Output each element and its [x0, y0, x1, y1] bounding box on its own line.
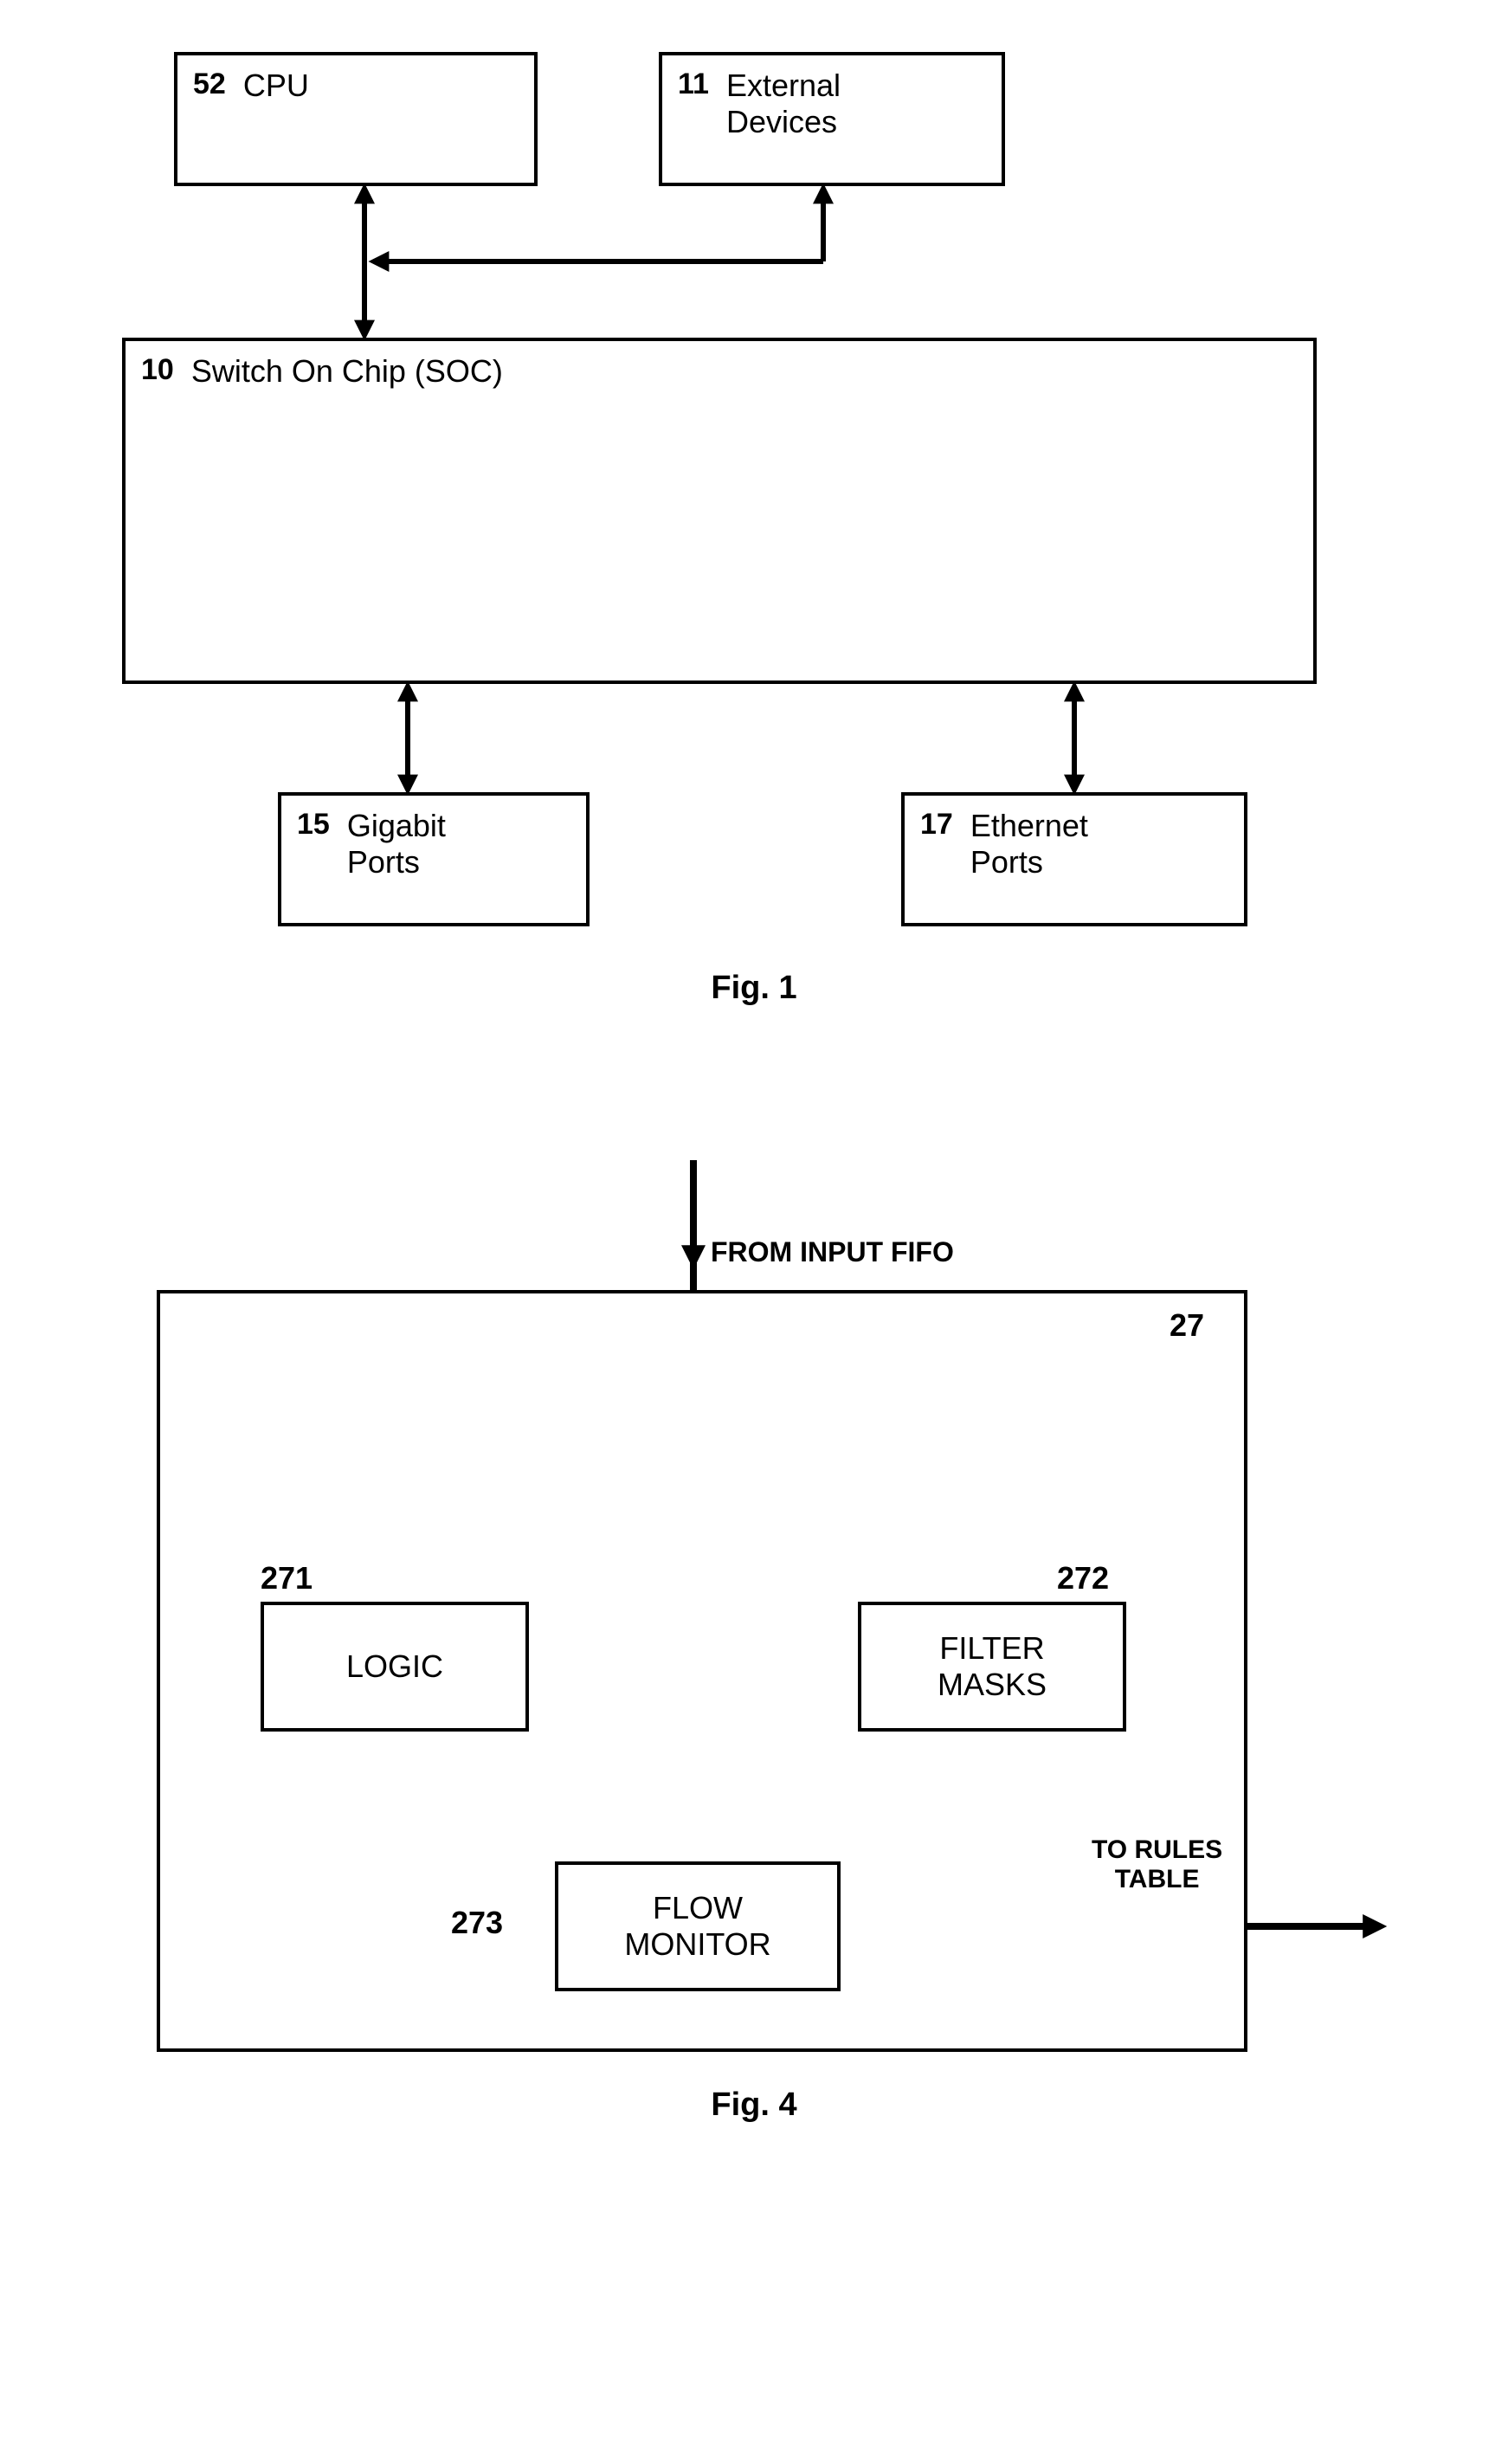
box-number: 52: [193, 68, 226, 101]
box-label: Ethernet Ports: [970, 808, 1088, 880]
box-number: 272: [1057, 1560, 1109, 1596]
diagram-box: 11 External Devices: [659, 52, 1005, 186]
box-number: 15: [297, 808, 330, 842]
box-number: 273: [451, 1905, 503, 1941]
figure-caption: Fig. 1: [105, 970, 1403, 1007]
box-number: 17: [920, 808, 953, 842]
input-fifo-label: FROM INPUT FIFO: [711, 1236, 954, 1268]
diagram-box: LOGIC: [261, 1602, 529, 1732]
diagram-box: FILTER MASKS: [858, 1602, 1126, 1732]
box-label: FLOW MONITOR: [574, 1890, 822, 1963]
diagram-box: 17 Ethernet Ports: [901, 792, 1247, 926]
box-label: LOGIC: [280, 1648, 510, 1685]
box-label: External Devices: [726, 68, 841, 140]
diagram-box: 15 Gigabit Ports: [278, 792, 590, 926]
box-label: Gigabit Ports: [347, 808, 446, 880]
box-number: 11: [678, 68, 709, 101]
box-label: CPU: [243, 68, 309, 104]
box-number: 271: [261, 1560, 313, 1596]
box-label: FILTER MASKS: [877, 1630, 1107, 1703]
diagram-box: 52 CPU: [174, 52, 538, 186]
diagram-box: FLOW MONITOR: [555, 1861, 841, 1991]
box-number: 10: [141, 353, 174, 387]
figure-caption: Fig. 4: [105, 2087, 1403, 2124]
box-label: Switch On Chip (SOC): [191, 353, 503, 390]
box-number: 27: [1170, 1307, 1204, 1344]
diagram-box: 10 Switch On Chip (SOC): [122, 338, 1317, 684]
output-rules-label: TO RULES TABLE: [1092, 1835, 1222, 1894]
